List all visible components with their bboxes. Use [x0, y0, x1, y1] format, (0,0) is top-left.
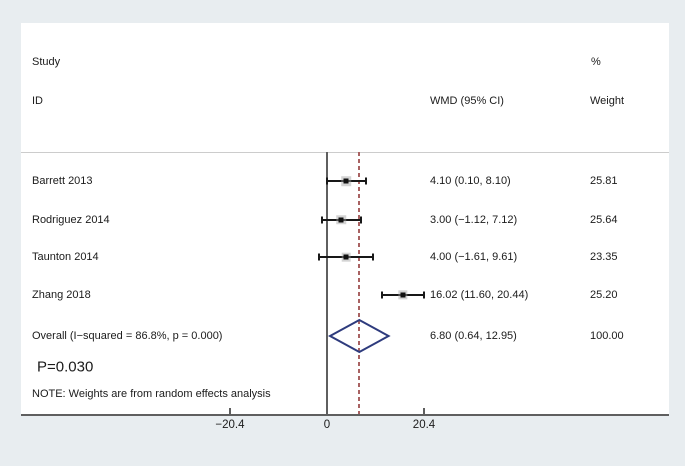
study-estimate-label: 16.02 (11.60, 20.44): [430, 289, 529, 301]
ci-cap-left: [381, 291, 384, 299]
ci-cap-left: [326, 177, 329, 185]
header-separator-line: [21, 152, 669, 153]
ci-cap-right: [359, 216, 362, 224]
overall-effect-dashed-line: [358, 152, 361, 414]
column-header-wmd-ci: WMD (95% CI): [430, 95, 504, 107]
point-estimate-marker: [400, 292, 406, 298]
study-estimate-label: 4.10 (0.10, 8.10): [430, 175, 511, 187]
study-estimate-label: 3.00 (−1.12, 7.12): [430, 214, 518, 226]
study-weight-label: 25.20: [590, 289, 618, 301]
study-weight-label: 25.81: [590, 175, 618, 187]
axis-tick-label: 0: [323, 419, 331, 431]
forest-plot-panel: Study ID WMD (95% CI) % Weight Barrett 2…: [21, 23, 669, 416]
study-id-label: Taunton 2014: [32, 251, 99, 263]
study-id-label: Zhang 2018: [32, 289, 91, 301]
axis-tick-label: −20.4: [215, 419, 245, 431]
column-header-weight: Weight: [590, 95, 625, 107]
axis-tick-mark: [423, 408, 425, 414]
column-header-id: ID: [32, 95, 43, 107]
study-weight-label: 23.35: [590, 251, 618, 263]
overall-weight: 100.00: [590, 330, 624, 342]
column-header-percent: %: [591, 56, 601, 68]
point-estimate-marker: [338, 217, 344, 223]
p-value-annotation: P=0.030: [37, 358, 94, 376]
overall-estimate: 6.80 (0.64, 12.95): [430, 330, 517, 342]
null-effect-line: [326, 152, 328, 414]
study-estimate-label: 4.00 (−1.61, 9.61): [430, 251, 518, 263]
study-id-label: Barrett 2013: [32, 175, 93, 187]
axis-tick-label: 20.4: [412, 419, 436, 431]
axis-tick-mark: [228, 408, 231, 414]
study-id-label: Rodriguez 2014: [32, 214, 110, 226]
overall-label: Overall (I−squared = 86.8%, p = 0.000): [32, 330, 223, 342]
study-weight-label: 25.64: [590, 214, 618, 226]
point-estimate-marker: [343, 254, 349, 260]
point-estimate-marker: [343, 178, 349, 184]
ci-cap-right: [423, 291, 426, 299]
ci-cap-right: [371, 253, 374, 261]
ci-cap-left: [318, 253, 321, 261]
ci-cap-left: [320, 216, 323, 224]
ci-cap-right: [364, 177, 367, 185]
column-header-study: Study: [32, 56, 61, 68]
random-effects-note: NOTE: Weights are from random effects an…: [32, 388, 271, 400]
